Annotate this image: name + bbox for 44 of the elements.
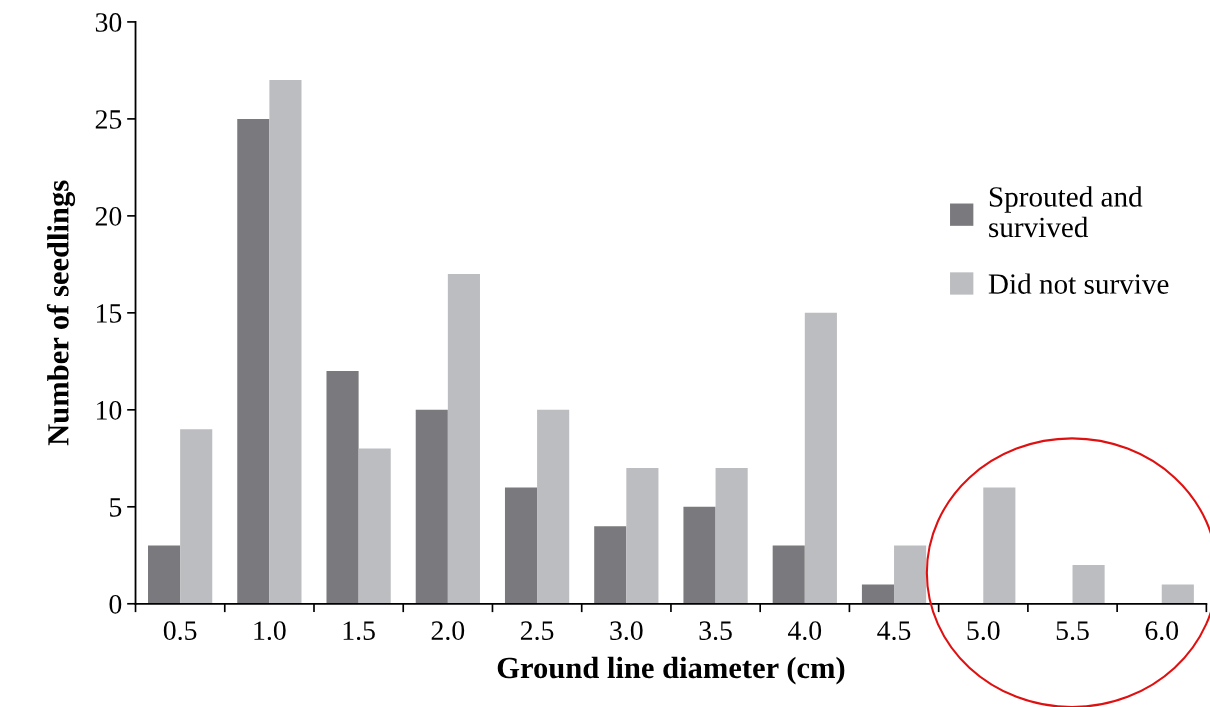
y-tick-label: 5 bbox=[110, 498, 122, 517]
bar bbox=[861, 584, 895, 604]
bar bbox=[504, 487, 538, 604]
x-tick-label: 2.0 bbox=[431, 621, 465, 641]
x-tick-label: 5.5 bbox=[1056, 621, 1089, 641]
bar bbox=[772, 545, 805, 604]
x-tick-label: 0.5 bbox=[163, 621, 197, 641]
y-tick-label: 25 bbox=[95, 110, 122, 129]
x-tick-label: 4.0 bbox=[787, 621, 822, 641]
bar bbox=[415, 409, 448, 604]
bar bbox=[1072, 564, 1105, 604]
x-tick-label: 4.5 bbox=[877, 621, 911, 641]
y-tick-label: 0 bbox=[109, 594, 122, 614]
y-axis-title: Number of seedlings bbox=[46, 180, 76, 446]
bar bbox=[1161, 584, 1194, 604]
x-tick-label: 3.5 bbox=[699, 621, 732, 641]
bar bbox=[594, 526, 627, 604]
y-tick-label: 10 bbox=[96, 400, 122, 420]
x-tick-label: 1.5 bbox=[343, 621, 375, 641]
y-tick-label: 30 bbox=[95, 13, 122, 32]
bar bbox=[537, 409, 570, 604]
bar bbox=[180, 429, 213, 604]
x-tick-label: 2.5 bbox=[520, 621, 554, 641]
legend-label: Did not survive bbox=[988, 273, 1169, 294]
y-tick-label: 20 bbox=[95, 207, 122, 226]
bar bbox=[626, 468, 659, 604]
bar bbox=[683, 506, 716, 604]
bar bbox=[715, 468, 748, 604]
bar bbox=[894, 545, 927, 604]
bar bbox=[358, 448, 391, 604]
legend-label: Sprouted and survived bbox=[989, 186, 1143, 238]
x-tick-label: 5.0 bbox=[967, 621, 1000, 641]
x-tick-label: 6.0 bbox=[1145, 621, 1179, 641]
bar bbox=[804, 312, 837, 604]
x-axis-title: Ground line diameter (cm) bbox=[497, 656, 845, 685]
y-tick-label: 15 bbox=[96, 304, 122, 323]
bar bbox=[148, 545, 181, 604]
bar bbox=[269, 80, 302, 604]
bar bbox=[326, 371, 359, 604]
bar bbox=[447, 274, 480, 604]
x-tick-label: 3.0 bbox=[610, 621, 643, 641]
bar bbox=[237, 118, 270, 604]
x-tick-label: 1.0 bbox=[254, 621, 286, 641]
bar bbox=[983, 487, 1016, 604]
